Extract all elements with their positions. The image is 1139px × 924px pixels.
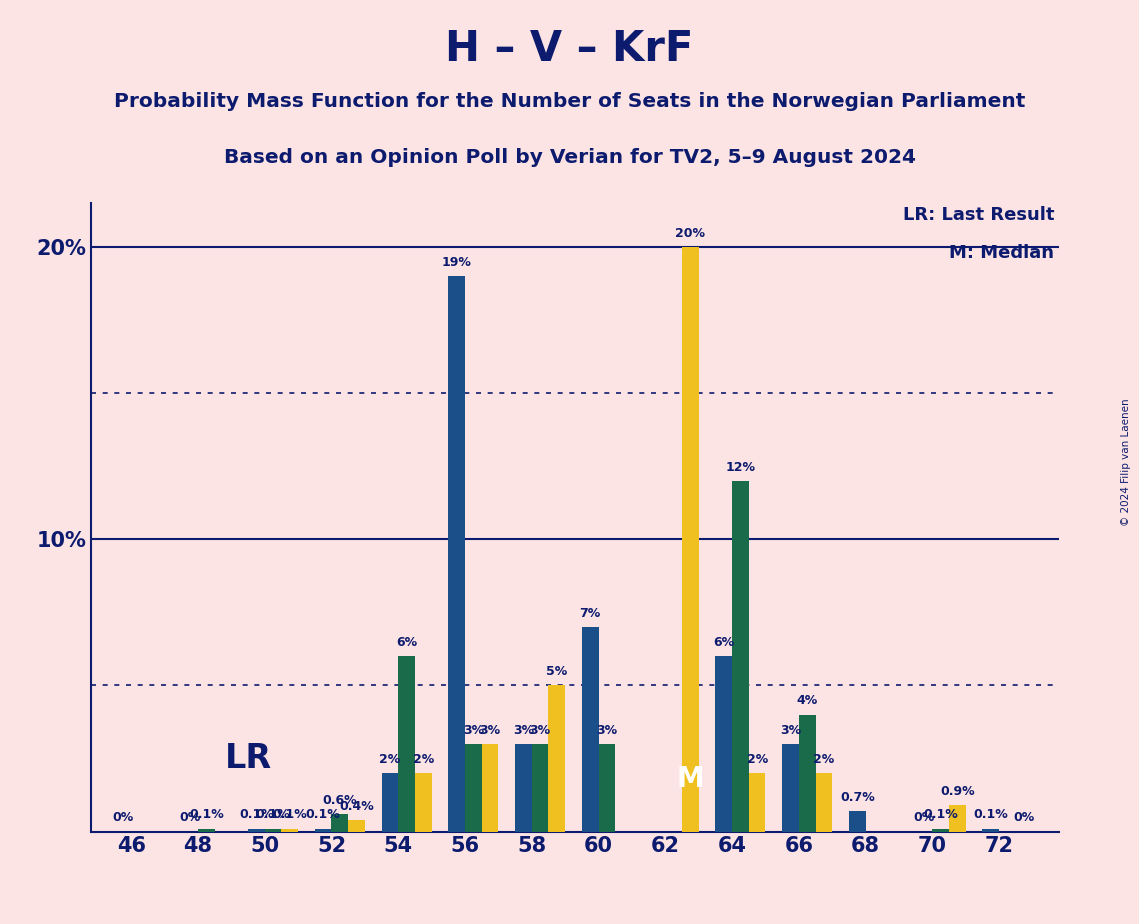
Bar bbox=[798, 714, 816, 832]
Bar bbox=[314, 829, 331, 832]
Text: LR: LR bbox=[224, 742, 271, 775]
Text: 0%: 0% bbox=[113, 811, 133, 824]
Bar bbox=[782, 744, 798, 832]
Bar bbox=[983, 829, 999, 832]
Bar bbox=[264, 829, 281, 832]
Text: 3%: 3% bbox=[597, 723, 617, 736]
Text: 19%: 19% bbox=[442, 256, 472, 269]
Text: M: Median: M: Median bbox=[950, 244, 1055, 262]
Bar bbox=[949, 806, 966, 832]
Text: 0.1%: 0.1% bbox=[272, 808, 308, 821]
Text: 0.1%: 0.1% bbox=[974, 808, 1008, 821]
Bar bbox=[465, 744, 482, 832]
Text: 2%: 2% bbox=[412, 753, 434, 766]
Text: 2%: 2% bbox=[746, 753, 768, 766]
Text: 0.9%: 0.9% bbox=[940, 785, 975, 798]
Text: Probability Mass Function for the Number of Seats in the Norwegian Parliament: Probability Mass Function for the Number… bbox=[114, 92, 1025, 112]
Text: 3%: 3% bbox=[513, 723, 534, 736]
Bar bbox=[399, 656, 415, 832]
Bar bbox=[549, 686, 565, 832]
Text: 0%: 0% bbox=[179, 811, 200, 824]
Bar bbox=[849, 811, 866, 832]
Text: 0.1%: 0.1% bbox=[255, 808, 290, 821]
Bar bbox=[349, 820, 364, 832]
Bar bbox=[816, 773, 833, 832]
Text: H – V – KrF: H – V – KrF bbox=[445, 28, 694, 69]
Text: © 2024 Filip van Laenen: © 2024 Filip van Laenen bbox=[1121, 398, 1131, 526]
Text: 3%: 3% bbox=[462, 723, 484, 736]
Text: 6%: 6% bbox=[396, 636, 417, 649]
Bar bbox=[281, 829, 298, 832]
Bar bbox=[582, 627, 599, 832]
Bar bbox=[382, 773, 399, 832]
Bar bbox=[482, 744, 499, 832]
Text: 6%: 6% bbox=[713, 636, 735, 649]
Text: M: M bbox=[677, 765, 704, 793]
Bar bbox=[415, 773, 432, 832]
Text: 3%: 3% bbox=[530, 723, 550, 736]
Text: 0%: 0% bbox=[913, 811, 935, 824]
Text: 2%: 2% bbox=[379, 753, 401, 766]
Bar bbox=[331, 814, 349, 832]
Bar bbox=[515, 744, 532, 832]
Text: 4%: 4% bbox=[796, 695, 818, 708]
Bar bbox=[248, 829, 264, 832]
Text: 0.4%: 0.4% bbox=[339, 799, 374, 812]
Text: 2%: 2% bbox=[813, 753, 835, 766]
Text: LR: Last Result: LR: Last Result bbox=[903, 206, 1055, 225]
Bar bbox=[198, 829, 214, 832]
Bar bbox=[732, 480, 748, 832]
Text: 3%: 3% bbox=[480, 723, 501, 736]
Text: 12%: 12% bbox=[726, 460, 755, 474]
Text: 0.1%: 0.1% bbox=[305, 808, 341, 821]
Text: 0.1%: 0.1% bbox=[189, 808, 223, 821]
Text: 0%: 0% bbox=[1014, 811, 1035, 824]
Text: 3%: 3% bbox=[780, 723, 801, 736]
Text: 7%: 7% bbox=[580, 607, 601, 620]
Text: Based on an Opinion Poll by Verian for TV2, 5–9 August 2024: Based on an Opinion Poll by Verian for T… bbox=[223, 148, 916, 167]
Bar bbox=[532, 744, 549, 832]
Text: 20%: 20% bbox=[675, 226, 705, 240]
Bar bbox=[449, 276, 465, 832]
Bar bbox=[715, 656, 732, 832]
Text: 0.7%: 0.7% bbox=[839, 791, 875, 804]
Text: 0.6%: 0.6% bbox=[322, 794, 358, 807]
Text: 5%: 5% bbox=[547, 665, 567, 678]
Bar bbox=[599, 744, 615, 832]
Bar bbox=[748, 773, 765, 832]
Bar bbox=[933, 829, 949, 832]
Text: 0.1%: 0.1% bbox=[924, 808, 958, 821]
Text: 0.1%: 0.1% bbox=[239, 808, 273, 821]
Bar bbox=[682, 247, 698, 832]
